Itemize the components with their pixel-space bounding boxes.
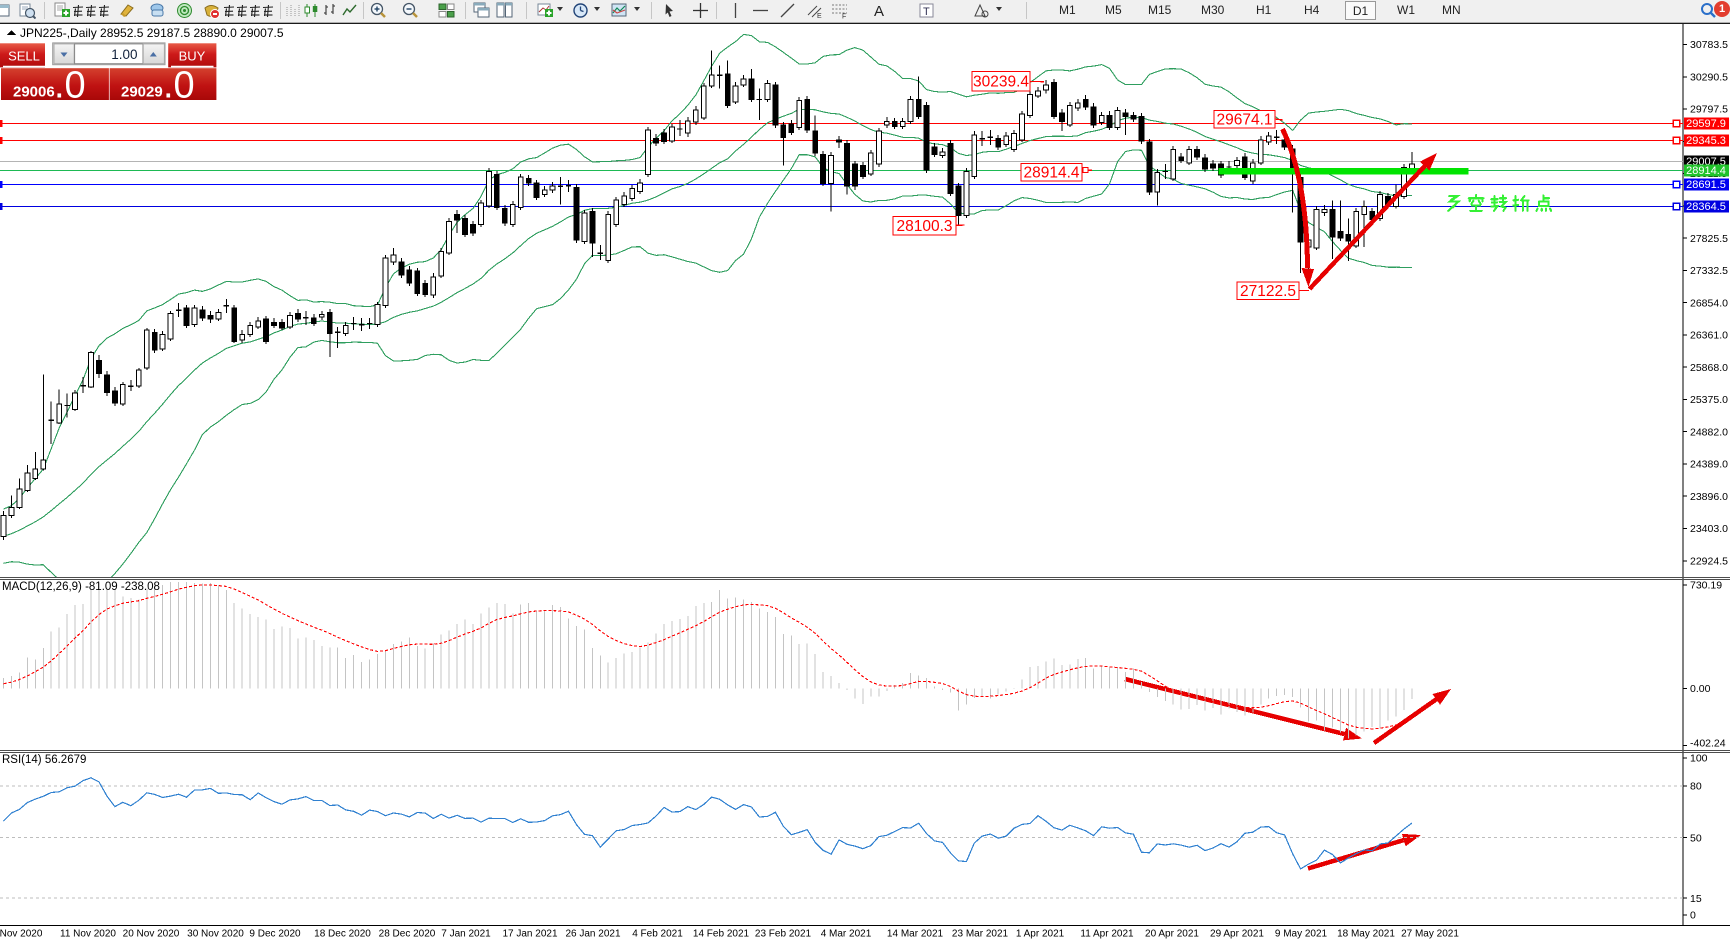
svg-text:20 Nov 2020: 20 Nov 2020 <box>123 929 180 940</box>
svg-text:24389.0: 24389.0 <box>1690 459 1728 471</box>
svg-text:30290.5: 30290.5 <box>1690 72 1728 84</box>
svg-text:28914.4: 28914.4 <box>1023 164 1079 181</box>
svg-text:24882.0: 24882.0 <box>1690 426 1728 438</box>
svg-text:80: 80 <box>1690 780 1702 792</box>
svg-text:27122.5: 27122.5 <box>1240 283 1296 300</box>
svg-text:E: E <box>817 13 822 19</box>
svg-text:23 Feb 2021: 23 Feb 2021 <box>755 929 812 940</box>
svg-text:25375.0: 25375.0 <box>1690 394 1728 406</box>
svg-text:27332.5: 27332.5 <box>1690 265 1728 277</box>
svg-text:22924.5: 22924.5 <box>1690 555 1728 567</box>
svg-text:23403.0: 23403.0 <box>1690 523 1728 535</box>
svg-text:4 Mar 2021: 4 Mar 2021 <box>821 929 872 940</box>
svg-text:15: 15 <box>1690 893 1702 905</box>
svg-text:1 Apr 2021: 1 Apr 2021 <box>1016 929 1065 940</box>
svg-text:27 May 2021: 27 May 2021 <box>1401 929 1459 940</box>
svg-text:29029: 29029 <box>121 84 163 101</box>
svg-text:27825.5: 27825.5 <box>1690 233 1728 245</box>
svg-text:29674.1: 29674.1 <box>1216 111 1272 128</box>
svg-text:9 May 2021: 9 May 2021 <box>1275 929 1328 940</box>
svg-text:0.00: 0.00 <box>1690 683 1711 695</box>
svg-text:.0: .0 <box>163 65 195 107</box>
svg-text:18 May 2021: 18 May 2021 <box>1337 929 1395 940</box>
svg-text:50: 50 <box>1690 832 1702 844</box>
svg-text:9 Dec 2020: 9 Dec 2020 <box>249 929 301 940</box>
svg-text:18 Dec 2020: 18 Dec 2020 <box>314 929 371 940</box>
svg-text:29 Apr 2021: 29 Apr 2021 <box>1210 929 1264 940</box>
svg-text:100: 100 <box>1690 753 1708 765</box>
svg-text:F: F <box>842 14 846 20</box>
svg-text:29797.5: 29797.5 <box>1690 104 1728 116</box>
svg-text:-402.24: -402.24 <box>1690 738 1726 750</box>
svg-text:11 Apr 2021: 11 Apr 2021 <box>1080 929 1134 940</box>
svg-text:28691.5: 28691.5 <box>1686 179 1726 191</box>
svg-text:BUY: BUY <box>179 49 206 64</box>
svg-text:28 Dec 2020: 28 Dec 2020 <box>379 929 436 940</box>
svg-text:11 Nov 2020: 11 Nov 2020 <box>60 929 116 940</box>
svg-text:.0: .0 <box>54 65 86 107</box>
svg-text:29345.3: 29345.3 <box>1686 135 1726 147</box>
svg-text:30783.5: 30783.5 <box>1690 39 1728 51</box>
svg-text:28100.3: 28100.3 <box>896 218 952 235</box>
svg-text:25868.0: 25868.0 <box>1690 362 1728 374</box>
svg-text:30 Nov 2020: 30 Nov 2020 <box>187 929 244 940</box>
svg-text:23896.0: 23896.0 <box>1690 491 1728 503</box>
svg-text:23 Mar 2021: 23 Mar 2021 <box>952 929 1009 940</box>
svg-text:7 Jan 2021: 7 Jan 2021 <box>441 929 491 940</box>
svg-text:RSI(14) 56.2679: RSI(14) 56.2679 <box>2 754 86 766</box>
svg-text:0: 0 <box>1690 910 1696 922</box>
svg-text:28364.5: 28364.5 <box>1686 201 1726 213</box>
svg-text:1.00: 1.00 <box>111 47 137 62</box>
svg-text:MACD(12,26,9) -81.09 -238.08: MACD(12,26,9) -81.09 -238.08 <box>2 581 160 593</box>
svg-text:730.19: 730.19 <box>1690 580 1722 592</box>
svg-text:29006: 29006 <box>13 84 55 101</box>
svg-text:26361.0: 26361.0 <box>1690 330 1728 342</box>
svg-text:29597.9: 29597.9 <box>1686 118 1726 130</box>
svg-text:26 Jan 2021: 26 Jan 2021 <box>565 929 620 940</box>
svg-text:17 Jan 2021: 17 Jan 2021 <box>502 929 557 940</box>
svg-text:26854.0: 26854.0 <box>1690 297 1728 309</box>
svg-text:20 Apr 2021: 20 Apr 2021 <box>1145 929 1199 940</box>
svg-text:Nov 2020: Nov 2020 <box>0 929 43 940</box>
svg-text:14 Feb 2021: 14 Feb 2021 <box>693 929 750 940</box>
svg-text:JPN225-,Daily 28952.5 29187.5: JPN225-,Daily 28952.5 29187.5 28890.0 29… <box>20 26 284 40</box>
svg-text:4 Feb 2021: 4 Feb 2021 <box>632 929 683 940</box>
svg-text:28914.4: 28914.4 <box>1686 165 1726 177</box>
svg-text:T: T <box>923 6 930 18</box>
svg-text:30239.4: 30239.4 <box>973 73 1029 90</box>
svg-text:14 Mar 2021: 14 Mar 2021 <box>887 929 944 940</box>
svg-text:SELL: SELL <box>8 49 40 64</box>
